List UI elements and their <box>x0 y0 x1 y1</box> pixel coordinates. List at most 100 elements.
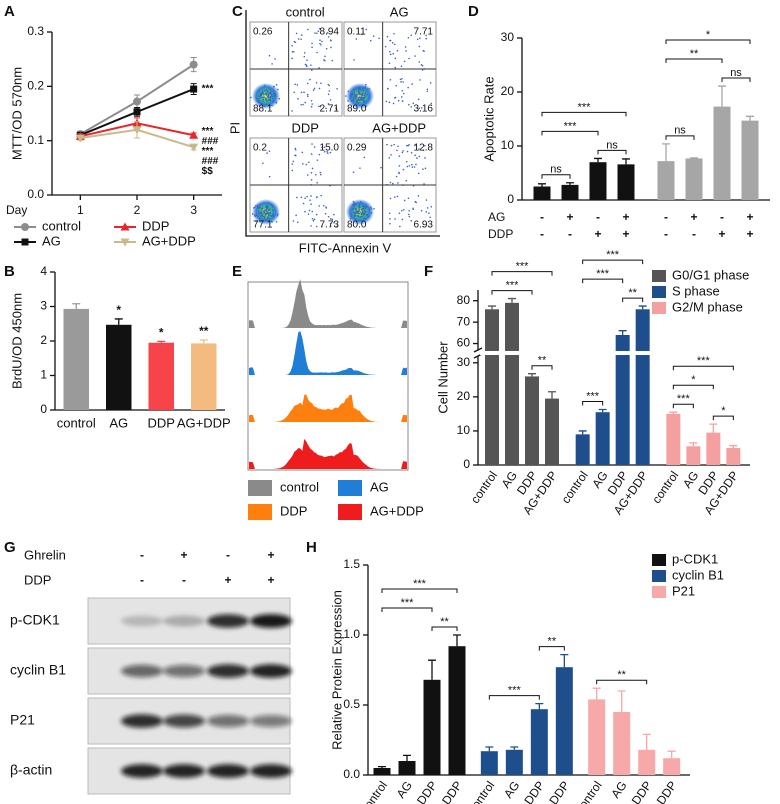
blot-band <box>163 615 205 627</box>
flow-dot <box>327 103 330 105</box>
flow-dot <box>362 87 364 90</box>
treatment-sign: - <box>140 573 144 587</box>
flow-dot <box>306 59 308 62</box>
band-label: p-CDK1 <box>10 612 60 628</box>
flow-dot <box>318 105 320 108</box>
flow-dot <box>297 97 299 100</box>
bar <box>533 186 551 200</box>
flow-dot <box>266 152 268 154</box>
flow-dot <box>394 196 396 198</box>
flow-dot <box>327 36 330 38</box>
x-tick-label: 3 <box>190 203 197 217</box>
annotation: * <box>159 326 164 340</box>
condition-sign: + <box>622 210 629 224</box>
bar <box>635 309 650 465</box>
flow-dot <box>362 92 364 94</box>
y-tick-label: 0.1 <box>27 133 44 147</box>
flow-dot <box>408 103 410 106</box>
annotation: * <box>116 303 121 317</box>
flow-dot <box>366 213 368 216</box>
flow-dot <box>365 83 367 86</box>
flow-dot <box>321 40 323 43</box>
error-bar <box>690 157 698 159</box>
blot-band <box>250 715 292 727</box>
flow-dot <box>269 92 272 95</box>
y-tick-label: 10 <box>501 138 515 152</box>
band-label: β-actin <box>10 762 52 778</box>
significance-label: ** <box>548 636 557 648</box>
significance-label: ns <box>674 125 686 137</box>
error-bar <box>538 183 546 187</box>
flow-dot <box>274 58 276 60</box>
y-tick-label: 1.5 <box>343 557 360 571</box>
legend-label: cyclin B1 <box>672 567 724 582</box>
flow-dot <box>355 88 358 91</box>
flow-dot <box>259 206 261 209</box>
significance-label: *** <box>596 268 610 280</box>
flow-dot <box>401 218 404 221</box>
error-bar <box>578 430 587 435</box>
flow-dot <box>327 83 330 86</box>
significance-label: * <box>721 405 726 417</box>
flow-dot <box>350 99 353 102</box>
flow-dot <box>265 210 268 213</box>
flow-dot <box>351 92 354 94</box>
flow-dot <box>358 203 361 206</box>
flow-dot <box>397 99 400 102</box>
flow-dot <box>336 87 338 90</box>
flow-dot <box>311 69 313 71</box>
flow-dot <box>318 27 321 30</box>
flow-dot <box>313 87 316 90</box>
point <box>132 126 142 135</box>
flow-dot <box>349 217 352 220</box>
flow-dot <box>372 35 375 37</box>
blot-band <box>207 764 249 778</box>
legend-marker <box>120 238 130 247</box>
flow-dot <box>408 215 411 218</box>
significance-label: ** <box>538 355 547 367</box>
x-tick-label: DDP <box>521 779 547 804</box>
panel-label: C <box>232 3 243 20</box>
legend-swatch <box>248 504 272 520</box>
flow-dot <box>366 88 369 90</box>
flow-dot <box>390 154 392 156</box>
blot-band <box>121 615 163 627</box>
flow-dot <box>265 208 267 211</box>
flow-dot <box>407 86 409 89</box>
flow-dot <box>316 181 318 184</box>
flow-dot <box>309 199 311 201</box>
flow-dot <box>352 171 355 173</box>
flow-title: DDP <box>291 120 318 135</box>
error-bar <box>566 182 574 185</box>
y-axis-label: BrdU/OD 450nm <box>9 293 24 389</box>
error-bar <box>157 340 166 343</box>
treatment-label: DDP <box>24 572 51 587</box>
flow-dot <box>351 93 354 96</box>
legend-label: p-CDK1 <box>672 551 718 566</box>
flow-dot <box>394 96 397 99</box>
flow-dot <box>331 218 334 221</box>
legend-label: AG+DDP <box>142 233 196 248</box>
flow-dot <box>356 101 358 104</box>
flow-dot <box>322 204 325 207</box>
flow-dot <box>262 100 264 102</box>
flow-dot <box>425 37 428 40</box>
flow-dot <box>367 215 370 218</box>
error-bar <box>488 305 496 310</box>
flow-dot <box>269 212 271 214</box>
flow-dot <box>349 97 352 99</box>
x-tick-label: control <box>468 469 500 507</box>
panel-label: D <box>468 3 479 20</box>
flow-dot <box>415 163 417 166</box>
flow-dot <box>368 208 371 210</box>
flow-dot <box>363 156 366 159</box>
flow-dot <box>261 213 264 216</box>
error-bar <box>592 687 601 700</box>
annotation: ### <box>202 136 219 147</box>
flow-dot <box>430 206 433 208</box>
flow-dot <box>418 107 421 110</box>
error-bar <box>535 702 544 710</box>
condition-sign: + <box>594 227 601 241</box>
flow-dot <box>428 212 430 215</box>
flow-dot <box>353 212 356 215</box>
